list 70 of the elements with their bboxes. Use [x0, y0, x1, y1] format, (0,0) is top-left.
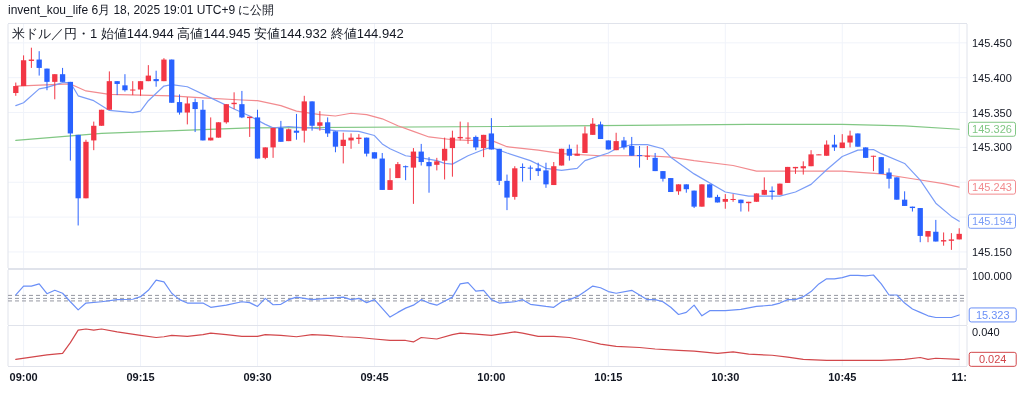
candlestick	[925, 230, 931, 243]
data-label: 145.194	[972, 215, 1012, 228]
x-tick-label: 10:45	[828, 371, 857, 383]
candlestick	[488, 117, 495, 150]
candlestick	[340, 132, 346, 164]
candlestick	[184, 96, 190, 125]
x-tick-label: 09:00	[9, 371, 38, 383]
line-series	[15, 123, 960, 142]
data-label: 145.243	[972, 181, 1012, 194]
x-tick-label: 09:30	[243, 371, 272, 383]
candlestick	[894, 176, 900, 201]
x-tick-label: 11:	[951, 371, 967, 383]
candlestick	[730, 193, 736, 203]
candlestick	[223, 103, 229, 125]
candlestick	[441, 137, 448, 180]
candlestick	[870, 155, 877, 172]
text: 0.040	[972, 326, 1000, 338]
candlestick	[629, 136, 635, 157]
chart-title: invent_kou_life 6月 18, 2025 19:01 UTC+9 に公開	[8, 3, 275, 17]
candlestick	[36, 50, 42, 77]
y-tick-label: 145.400	[972, 71, 1012, 84]
candlestick	[543, 162, 549, 189]
candlestick	[504, 174, 510, 211]
candlestick	[738, 199, 744, 213]
candlestick	[940, 231, 947, 247]
y-tick-label: 145.350	[972, 106, 1012, 119]
x-tick-label: 10:15	[594, 371, 623, 383]
annotation: 15.323	[975, 308, 1010, 321]
candlestick	[317, 110, 323, 132]
candlestick	[192, 98, 198, 133]
y-tick-label: 145.150	[972, 245, 1012, 258]
annotation: 0.024	[978, 353, 1007, 366]
candlestick	[332, 130, 339, 153]
chart-subtitle: 米ドル／円・1 始値144.944 高値144.945 安値144.932 終値144.942	[12, 26, 404, 41]
candlestick	[449, 130, 456, 178]
candlestick	[847, 130, 853, 148]
line-series	[15, 83, 960, 188]
candlestick	[410, 147, 417, 205]
x-tick-label: 09:45	[360, 371, 389, 383]
candlestick	[153, 70, 159, 88]
y-tick-label: 145.300	[972, 141, 1012, 154]
candlestick	[239, 90, 245, 119]
candlestick	[293, 113, 300, 141]
candlestick	[636, 145, 643, 169]
data-label: 145.326	[972, 123, 1012, 136]
x-tick-label: 09:15	[126, 371, 155, 383]
candlestick	[582, 125, 588, 154]
candlestick	[91, 121, 97, 151]
candlestick	[176, 93, 183, 116]
candlestick	[122, 73, 128, 93]
candlestick	[644, 145, 650, 161]
x-tick-label: 10:30	[711, 371, 740, 383]
candlestick	[270, 127, 276, 159]
candlestick	[387, 167, 393, 191]
candlestick	[52, 73, 58, 100]
candlestick	[613, 132, 619, 151]
candlestick	[278, 120, 284, 143]
candlestick	[933, 219, 939, 243]
candlestick	[800, 160, 806, 176]
candlestick	[886, 167, 892, 190]
y-tick-label: 145.450	[972, 36, 1012, 49]
candlestick	[426, 156, 432, 194]
candlestick	[465, 121, 471, 145]
candlestick	[418, 143, 424, 167]
candlestick	[130, 80, 136, 96]
candlestick	[325, 116, 331, 138]
x-tick-label: 10:00	[477, 371, 506, 383]
candlestick	[699, 183, 705, 208]
candlestick	[519, 162, 526, 183]
text: 100.000	[972, 270, 1012, 282]
